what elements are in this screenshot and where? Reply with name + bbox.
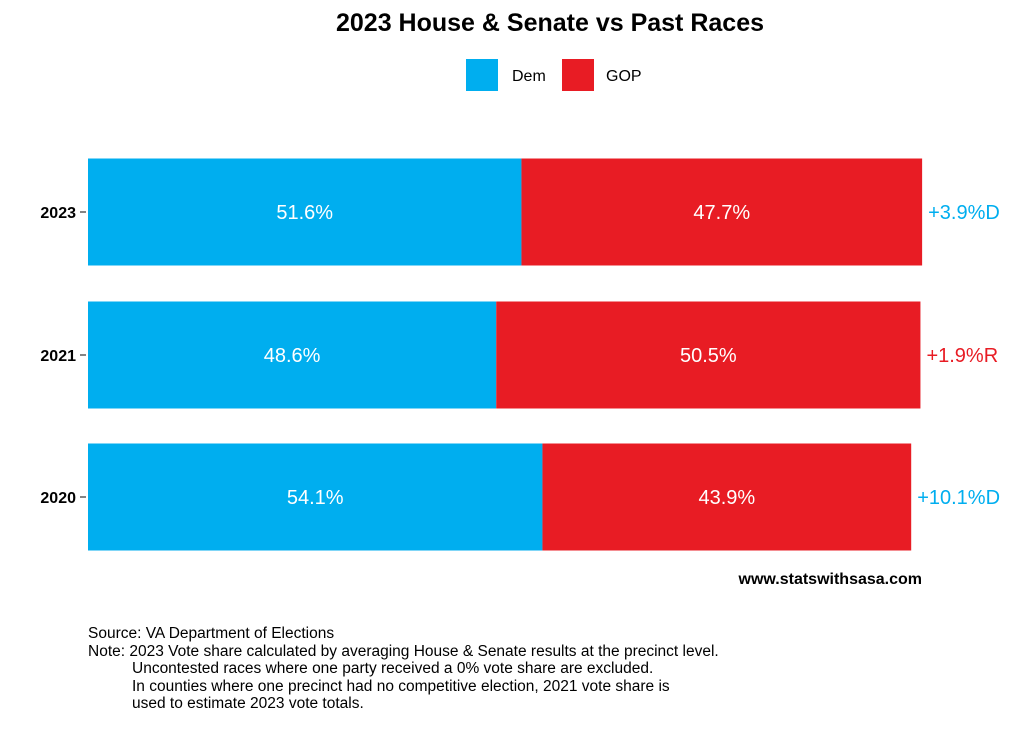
bar-label-dem-2023: 51.6% xyxy=(276,202,333,224)
chart-title: 2023 House & Senate vs Past Races xyxy=(336,9,764,37)
bar-gop-2021 xyxy=(496,301,921,409)
bar-label-dem-2021: 48.6% xyxy=(264,345,321,367)
bar-label-gop-2020: 43.9% xyxy=(698,487,755,509)
y-tick-label-2023: 2023 xyxy=(40,205,76,222)
legend-swatch-dem xyxy=(466,59,498,91)
bar-dem-2023 xyxy=(88,158,522,266)
bar-label-gop-2023: 47.7% xyxy=(693,202,750,224)
plot-area: 2023 51.6% 47.7% +3.9%D 2021 48.6% 50.5% +1.9%R… xyxy=(40,158,1000,551)
note-line-2: Uncontested races where one party receiv… xyxy=(132,660,654,678)
bar-label-gop-2021: 50.5% xyxy=(680,345,737,367)
caption: Source: VA Department of Elections Note:… xyxy=(88,625,719,713)
legend-label-dem: Dem xyxy=(512,68,546,85)
margin-label-2020: +10.1%D xyxy=(917,487,1000,509)
note-line-3: In counties where one precinct had no co… xyxy=(132,677,670,695)
margin-label-2023: +3.9%D xyxy=(928,202,1000,224)
y-tick-label-2021: 2021 xyxy=(40,348,76,365)
source-line: Source: VA Department of Elections xyxy=(88,625,335,642)
legend-label-gop: GOP xyxy=(606,68,642,85)
legend: Dem GOP xyxy=(466,59,642,91)
note-line-1: Note: 2023 Vote share calculated by aver… xyxy=(88,642,719,660)
y-tick-label-2020: 2020 xyxy=(40,490,76,507)
bar-gop-2020 xyxy=(542,443,912,551)
bar-dem-2020 xyxy=(88,443,543,551)
bar-label-dem-2020: 54.1% xyxy=(287,487,344,509)
bar-gop-2023 xyxy=(521,158,923,266)
margin-label-2021: +1.9%R xyxy=(926,345,998,367)
legend-swatch-gop xyxy=(562,59,594,91)
website-credit: www.statswithsasa.com xyxy=(738,571,922,588)
bar-dem-2021 xyxy=(88,301,497,409)
note-line-4: used to estimate 2023 vote totals. xyxy=(132,695,364,713)
